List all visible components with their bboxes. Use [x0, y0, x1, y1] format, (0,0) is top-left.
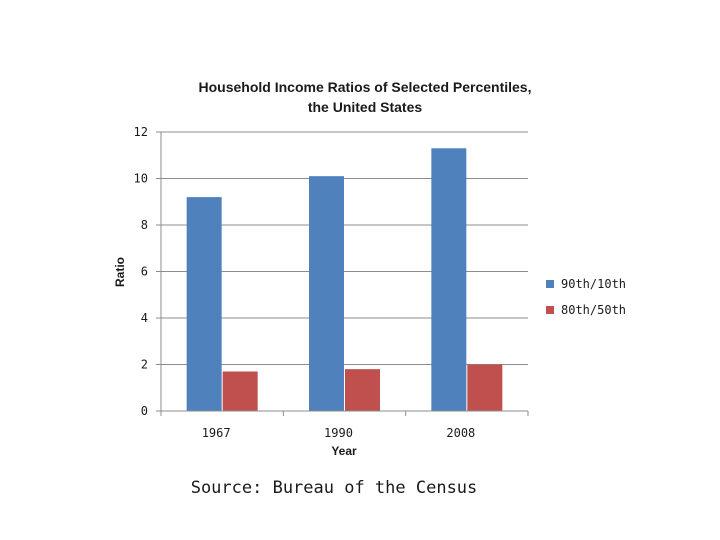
y-tick-label-6: 6 — [141, 265, 148, 279]
y-tick-label-4: 4 — [141, 311, 148, 325]
gridlines — [161, 131, 528, 365]
bar-series — [186, 148, 503, 411]
chart-title-line-2: the United States — [308, 99, 423, 115]
y-tick-label-12: 12 — [134, 125, 148, 139]
y-tick-label-2: 2 — [141, 358, 148, 372]
x-category-label-2008: 2008 — [446, 426, 475, 440]
y-tick-label-8: 8 — [141, 218, 148, 232]
bar-chart: Household Income Ratios of Selected Perc… — [113, 79, 626, 458]
bar-90th-10th-1990 — [309, 176, 344, 411]
y-tick-label-10: 10 — [134, 172, 148, 186]
y-tick-label-0: 0 — [141, 404, 148, 418]
legend-label-80th-50th: 80th/50th — [561, 303, 626, 317]
legend-swatch-80th-50th — [546, 306, 554, 314]
x-category-label-1967: 1967 — [202, 426, 231, 440]
y-axis-label: Ratio — [113, 257, 127, 287]
chart-title-line-1: Household Income Ratios of Selected Perc… — [199, 79, 532, 95]
x-category-labels: 1967 1990 2008 — [202, 426, 476, 440]
y-tick-labels: 0 2 4 6 8 10 12 — [134, 125, 148, 418]
bar-80th-50th-1967 — [222, 371, 258, 411]
bar-80th-50th-2008 — [467, 364, 503, 411]
x-category-label-1990: 1990 — [324, 426, 353, 440]
legend-label-90th-10th: 90th/10th — [561, 277, 626, 291]
bar-90th-10th-1967 — [186, 197, 222, 411]
x-axis-label: Year — [331, 444, 357, 458]
legend: 90th/10th 80th/50th — [546, 277, 626, 317]
legend-swatch-90th-10th — [546, 280, 554, 288]
source-caption: Source: Bureau of the Census — [190, 478, 478, 498]
bar-90th-10th-2008 — [431, 148, 467, 411]
bar-80th-50th-1990 — [345, 369, 380, 411]
axes — [156, 131, 529, 416]
